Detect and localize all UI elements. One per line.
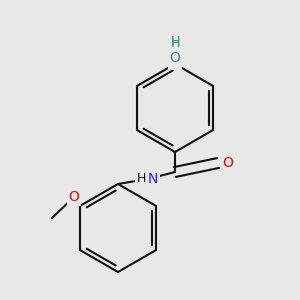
Text: N: N [148,172,158,186]
Text: H: H [136,172,146,185]
Text: O: O [69,190,80,204]
Text: H: H [170,37,180,50]
Text: O: O [169,54,180,68]
Text: O: O [169,51,180,65]
Text: H: H [170,35,180,48]
Text: O: O [222,156,233,170]
